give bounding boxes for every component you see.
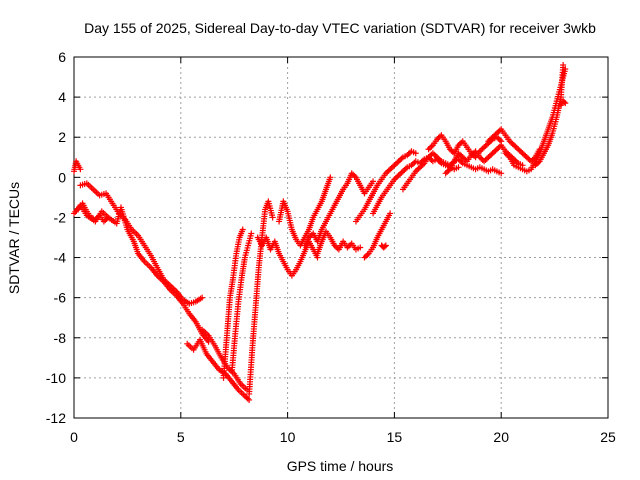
series-11	[301, 170, 377, 249]
series-14	[370, 154, 462, 217]
series-23	[558, 98, 569, 109]
x-tick-label: 25	[600, 429, 616, 445]
y-tick-label: -12	[46, 410, 66, 426]
data-point	[327, 174, 334, 181]
data-points	[71, 62, 569, 403]
x-tick-label: 10	[280, 429, 296, 445]
y-tick-label: -2	[54, 209, 67, 225]
y-tick-label: 6	[58, 49, 66, 65]
series-7	[229, 230, 255, 373]
y-tick-label: 2	[58, 129, 66, 145]
data-point	[246, 396, 253, 403]
chart-title: Day 155 of 2025, Sidereal Day-to-day VTE…	[84, 20, 596, 36]
x-axis-title: GPS time / hours	[287, 458, 394, 474]
data-point-fill	[561, 99, 568, 106]
data-point	[562, 100, 569, 107]
series-22	[532, 62, 567, 169]
grid	[74, 57, 608, 418]
series-4	[184, 336, 253, 403]
data-point	[382, 242, 389, 249]
series-6	[220, 226, 246, 381]
y-tick-label: 4	[58, 89, 66, 105]
series-9	[254, 234, 321, 279]
y-tick-label: -4	[54, 250, 67, 266]
series-12	[314, 228, 364, 257]
y-tick-label: 0	[58, 169, 66, 185]
data-point	[387, 210, 394, 217]
ticks	[73, 56, 609, 419]
y-axis-title: SDTVAR / TECUs	[6, 182, 22, 294]
data-point	[77, 166, 84, 173]
series-2	[77, 180, 206, 307]
x-tick-label: 0	[70, 429, 78, 445]
x-tick-label: 20	[493, 429, 509, 445]
data-point	[105, 214, 112, 221]
data-point	[199, 294, 206, 301]
tick-labels: 0 5 10 15 20 25 -12 -10 -8 -6 -4 -2 0 2 4 6	[46, 49, 616, 445]
data-point	[357, 244, 364, 251]
x-tick-label: 15	[387, 429, 403, 445]
series-19	[442, 142, 526, 177]
y-tick-label: -6	[54, 290, 67, 306]
y-tick-label: -10	[46, 370, 66, 386]
series-3	[75, 200, 112, 225]
series-10	[276, 174, 334, 249]
data-point	[455, 164, 462, 171]
series-1	[71, 202, 212, 345]
series-13	[352, 148, 419, 225]
data-point	[370, 178, 377, 185]
series-5	[199, 326, 251, 393]
data-point	[560, 62, 567, 69]
plot-frame	[73, 56, 609, 419]
series-15	[361, 210, 394, 261]
data-point	[412, 150, 419, 157]
series-8	[246, 198, 276, 397]
data-point	[248, 230, 255, 237]
data-point	[239, 226, 246, 233]
y-tick-label: -8	[54, 330, 67, 346]
data-point	[269, 214, 276, 221]
data-point-fill	[381, 243, 388, 250]
series-0	[71, 158, 84, 175]
series-16	[378, 242, 389, 251]
data-point	[498, 170, 505, 177]
x-tick-label: 5	[177, 429, 185, 445]
